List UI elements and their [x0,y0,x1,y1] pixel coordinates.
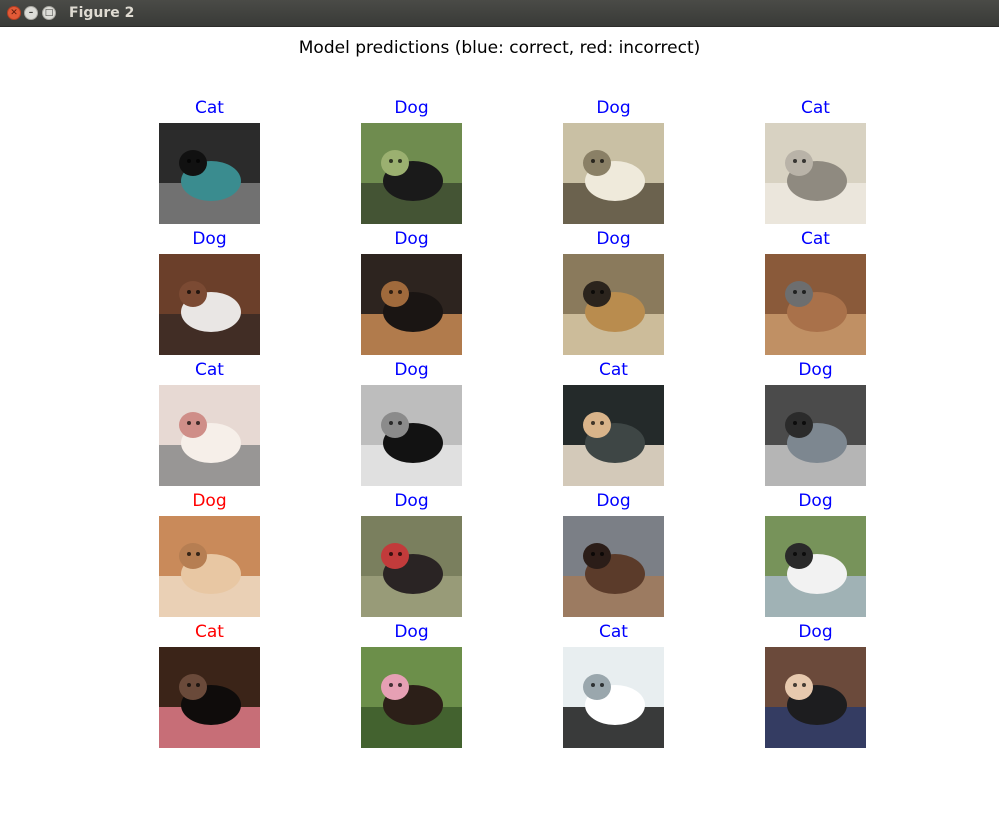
prediction-label: Cat [801,229,830,249]
pet-photo [159,123,260,224]
prediction-label: Dog [394,360,429,380]
prediction-label: Dog [596,98,631,118]
pet-photo [765,254,866,355]
pet-photo [361,385,462,486]
pet-photo [563,385,664,486]
pet-photo [765,516,866,617]
window-title: Figure 2 [69,5,135,21]
pet-photo [159,516,260,617]
pet-photo [765,385,866,486]
prediction-label: Dog [394,622,429,642]
prediction-label: Cat [599,622,628,642]
pet-photo [361,123,462,224]
close-icon[interactable]: ✕ [7,6,21,20]
figure-canvas: Model predictions (blue: correct, red: i… [0,27,999,836]
prediction-label: Dog [394,491,429,511]
prediction-label: Dog [798,360,833,380]
prediction-label: Dog [596,229,631,249]
figure-title: Model predictions (blue: correct, red: i… [298,38,701,58]
prediction-label: Dog [798,622,833,642]
prediction-label: Cat [195,98,224,118]
pet-photo [563,647,664,748]
pet-photo [159,385,260,486]
pet-photo [563,254,664,355]
pet-photo [361,254,462,355]
pet-photo [159,254,260,355]
pet-photo [159,647,260,748]
prediction-label: Dog [192,229,227,249]
maximize-icon[interactable]: □ [42,6,56,20]
pet-photo [361,647,462,748]
prediction-label: Cat [801,98,830,118]
prediction-label: Dog [192,491,227,511]
prediction-label: Cat [599,360,628,380]
prediction-label: Cat [195,360,224,380]
pet-photo [563,123,664,224]
pet-photo [765,123,866,224]
pet-photo [563,516,664,617]
pet-photo [361,516,462,617]
prediction-label: Dog [798,491,833,511]
prediction-label: Dog [394,229,429,249]
pet-photo [765,647,866,748]
minimize-icon[interactable]: – [24,6,38,20]
window-titlebar: ✕ – □ Figure 2 [0,0,999,27]
prediction-label: Dog [394,98,429,118]
prediction-label: Dog [596,491,631,511]
prediction-label: Cat [195,622,224,642]
